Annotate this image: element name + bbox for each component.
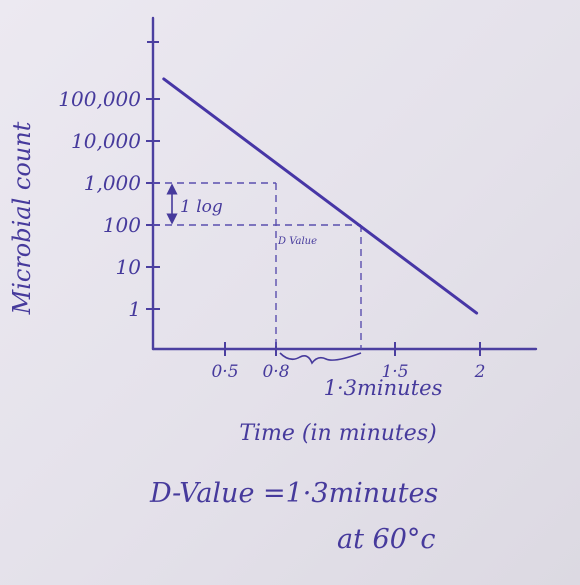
- y-tick-label: 10,000: [71, 129, 141, 153]
- x-tick-label: 0·8: [262, 362, 289, 382]
- y-axis-title: Microbial count: [8, 121, 36, 315]
- d-value-caption-line1: D-Value =1·3minutes: [150, 478, 439, 509]
- y-tick-label: 1,000: [84, 171, 142, 195]
- y-tick-label: 100: [103, 213, 141, 237]
- y-tick-label: 10: [116, 255, 142, 279]
- x-tick-label: 1·5: [381, 362, 408, 382]
- one-log-label: 1 log: [180, 197, 223, 217]
- d-value-readout: 1·3minutes: [324, 376, 443, 400]
- d-value-caption: D-Value =1·3minutes: [150, 478, 438, 509]
- d-value-caption-line2: at 60°c: [337, 524, 436, 555]
- y-tick-label: 1: [128, 297, 141, 321]
- x-tick-label: 0·5: [211, 362, 238, 382]
- survivor-curve-line: [162, 77, 479, 315]
- temperature-caption: at 60°c: [337, 524, 436, 555]
- y-tick-label: 100,000: [58, 87, 141, 111]
- x-tick-label: 2: [474, 362, 486, 382]
- d-value-label: D Value: [277, 236, 317, 247]
- x-axis-title: Time (in minutes): [239, 421, 436, 446]
- d-value-brace: [279, 352, 362, 365]
